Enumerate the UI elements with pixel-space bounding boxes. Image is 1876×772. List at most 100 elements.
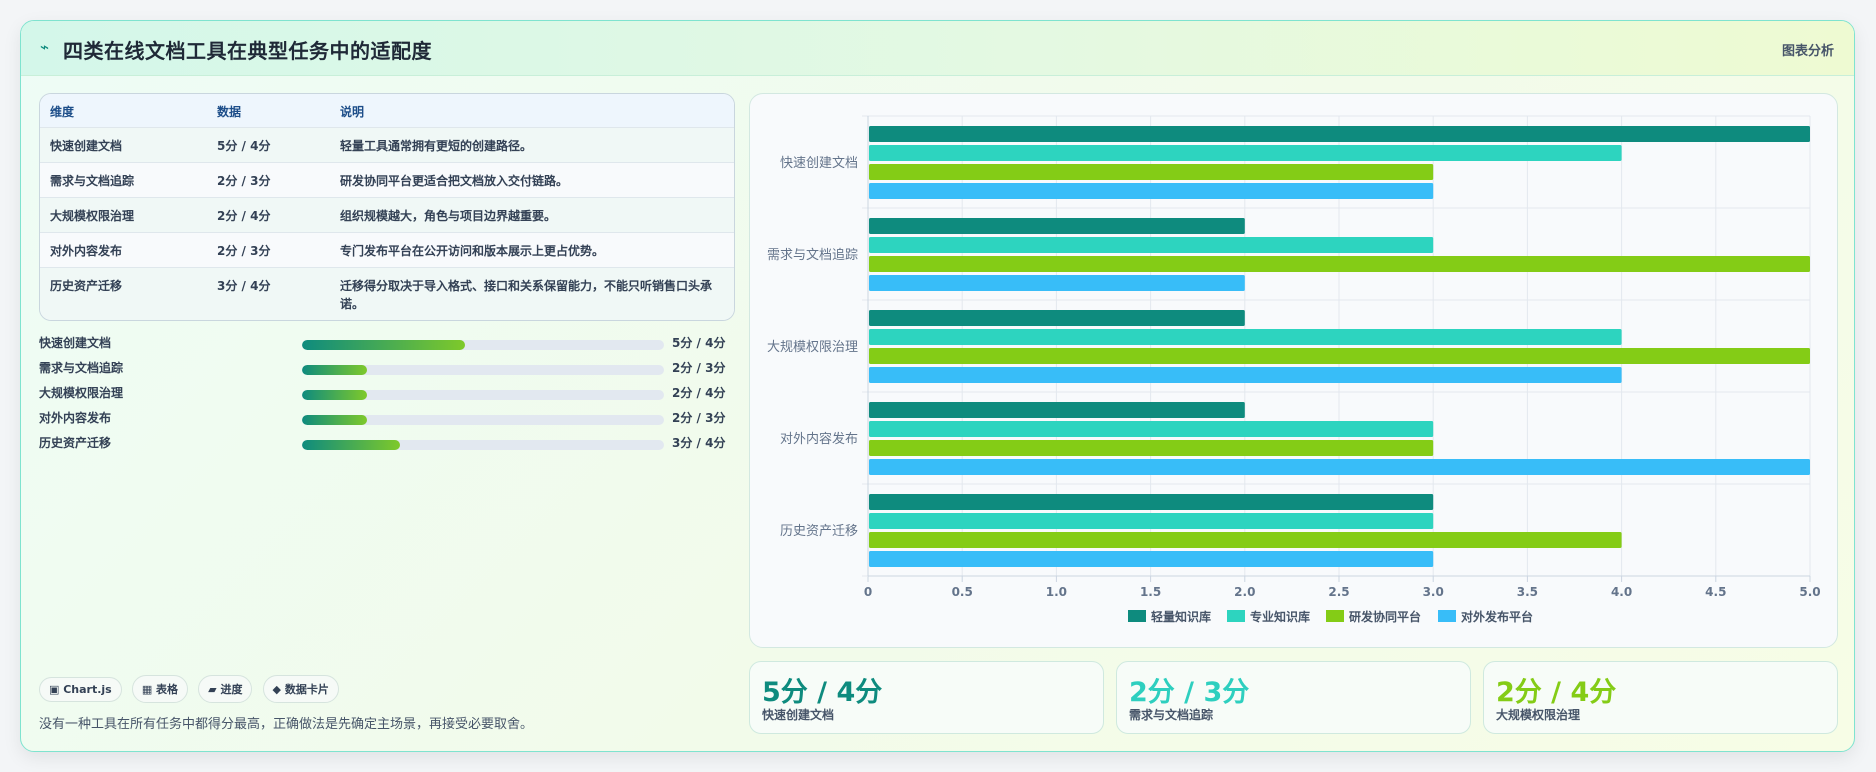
table-header-row: 维度 数据 说明 — [40, 94, 734, 128]
progress-value: 2分 / 4分 — [672, 386, 726, 400]
row-description: 研发协同平台更适合把文档放入交付链路。 — [340, 174, 569, 188]
x-tick-label: 1.5 — [1140, 585, 1161, 599]
row-dimension: 对外内容发布 — [50, 244, 123, 258]
bar — [869, 402, 1245, 418]
stat-label: 快速创建文档 — [762, 708, 835, 722]
x-tick-label: 3.0 — [1423, 585, 1444, 599]
progress-row: 需求与文档追踪 2分 / 3分 — [39, 357, 739, 377]
progress-row: 大规模权限治理 2分 / 4分 — [39, 382, 739, 402]
progress-label: 历史资产迁移 — [39, 436, 112, 450]
row-data: 3分 / 4分 — [217, 279, 271, 293]
row-description: 轻量工具通常拥有更短的创建路径。 — [340, 139, 533, 153]
progress-value: 2分 / 3分 — [672, 361, 726, 375]
chart-analysis-tag: 图表分析 — [1781, 44, 1834, 59]
y-category-label: 历史资产迁移 — [780, 524, 858, 539]
chip-progress[interactable]: ▰ 进度 — [198, 675, 253, 703]
progress-fill — [302, 340, 465, 350]
legend-label: 专业知识库 — [1250, 609, 1310, 624]
row-data: 5分 / 4分 — [217, 139, 271, 153]
bar — [869, 329, 1622, 345]
main-card: ⌁ 四类在线文档工具在典型任务中的适配度 图表分析 维度 数据 说明 快速创建文… — [20, 20, 1855, 752]
bar — [869, 421, 1434, 437]
y-category-label: 需求与文档追踪 — [767, 247, 858, 263]
row-data: 2分 / 3分 — [217, 174, 271, 188]
stat-value: 2分 / 3分 — [1129, 677, 1250, 708]
progress-track — [302, 365, 664, 375]
progress-row: 对外内容发布 2分 / 3分 — [39, 407, 739, 427]
x-tick-label: 2.0 — [1234, 585, 1255, 599]
x-tick-label: 0 — [864, 585, 872, 599]
row-description: 专门发布平台在公开访问和版本展示上更占优势。 — [340, 244, 605, 258]
bar — [869, 367, 1622, 383]
y-category-label: 大规模权限治理 — [767, 339, 858, 355]
bar — [869, 440, 1434, 456]
chip-data-card[interactable]: ◆ 数据卡片 — [262, 675, 339, 703]
row-data: 2分 / 4分 — [217, 209, 271, 223]
progress-fill — [302, 365, 368, 375]
stat-label: 需求与文档追踪 — [1129, 708, 1214, 722]
bar-chart: 0 0.5 1.0 1.5 2.0 2.5 3.0 3.5 4.0 4.5 5.0 快速创建文档需求与… — [767, 115, 1821, 624]
x-tick-label: 1.0 — [1046, 585, 1067, 599]
row-data: 2分 / 3分 — [217, 244, 271, 258]
legend-label: 对外发布平台 — [1461, 609, 1533, 624]
bar — [869, 551, 1434, 567]
row-dimension: 快速创建文档 — [50, 139, 123, 153]
x-tick-label: 0.5 — [952, 585, 973, 599]
bar — [869, 310, 1245, 326]
table-row: 需求与文档追踪 2分 / 3分 研发协同平台更适合把文档放入交付链路。 — [40, 163, 734, 198]
page-title: 四类在线文档工具在典型任务中的适配度 — [63, 39, 432, 63]
bar — [869, 256, 1810, 272]
bar-chart-panel: 0 0.5 1.0 1.5 2.0 2.5 3.0 3.5 4.0 4.5 5.0 快速创建文档需求与… — [749, 93, 1838, 648]
chip-table[interactable]: ▦ 表格 — [131, 675, 189, 703]
table-row: 快速创建文档 5分 / 4分 轻量工具通常拥有更短的创建路径。 — [40, 128, 734, 163]
pulse-icon: ⌁ — [40, 38, 50, 56]
x-tick-label: 3.5 — [1517, 585, 1538, 599]
feature-chips: ▣ Chart.js ▦ 表格 ▰ 进度 ◆ 数据卡片 — [39, 675, 344, 703]
x-tick-label: 5.0 — [1799, 585, 1820, 599]
stat-card: 5分 / 4分 快速创建文档 — [749, 661, 1104, 734]
progress-track — [302, 390, 664, 400]
column-header: 说明 — [340, 105, 365, 119]
progress-fill — [302, 415, 368, 425]
chip-chartjs[interactable]: ▣ Chart.js — [39, 677, 122, 702]
progress-label: 大规模权限治理 — [39, 386, 124, 400]
bar — [869, 459, 1810, 475]
progress-row: 快速创建文档 5分 / 4分 — [39, 332, 739, 352]
progress-track — [302, 340, 664, 350]
progress-label: 需求与文档追踪 — [39, 361, 124, 375]
bar — [869, 218, 1245, 234]
x-tick-label: 4.5 — [1705, 585, 1726, 599]
legend-swatch — [1128, 610, 1146, 622]
bar — [869, 126, 1810, 142]
table-row: 历史资产迁移 3分 / 4分 迁移得分取决于导入格式、接口和关系保留能力，不能只… — [40, 268, 734, 320]
bar — [869, 164, 1434, 180]
row-description: 组织规模越大，角色与项目边界越重要。 — [340, 209, 557, 223]
bar — [869, 494, 1434, 510]
stat-card: 2分 / 3分 需求与文档追踪 — [1116, 661, 1471, 734]
progress-row: 历史资产迁移 3分 / 4分 — [39, 432, 739, 452]
stat-card: 2分 / 4分 大规模权限治理 — [1483, 661, 1838, 734]
column-header: 维度 — [50, 105, 75, 119]
row-dimension: 需求与文档追踪 — [50, 174, 135, 188]
column-header: 数据 — [217, 105, 242, 119]
row-description: 迁移得分取决于导入格式、接口和关系保留能力，不能只听销售口头承诺。 — [340, 279, 713, 311]
bar — [869, 275, 1245, 291]
data-table: 维度 数据 说明 快速创建文档 5分 / 4分 轻量工具通常拥有更短的创建路径。… — [39, 93, 735, 321]
progress-fill — [302, 440, 400, 450]
x-tick-label: 2.5 — [1328, 585, 1349, 599]
x-tick-label: 4.0 — [1611, 585, 1632, 599]
header: ⌁ 四类在线文档工具在典型任务中的适配度 图表分析 — [21, 21, 1854, 76]
progress-value: 5分 / 4分 — [672, 336, 726, 350]
progress-track — [302, 440, 664, 450]
legend-label: 研发协同平台 — [1349, 609, 1421, 624]
bar — [869, 145, 1622, 161]
table-row: 对外内容发布 2分 / 3分 专门发布平台在公开访问和版本展示上更占优势。 — [40, 233, 734, 268]
legend-label: 轻量知识库 — [1151, 609, 1211, 624]
row-dimension: 历史资产迁移 — [50, 279, 123, 293]
progress-value: 2分 / 3分 — [672, 411, 726, 425]
bar — [869, 348, 1810, 364]
table-row: 大规模权限治理 2分 / 4分 组织规模越大，角色与项目边界越重要。 — [40, 198, 734, 233]
footer-note: 没有一种工具在所有任务中都得分最高，正确做法是先确定主场景，再接受必要取舍。 — [39, 717, 534, 732]
progress-label: 对外内容发布 — [39, 411, 112, 425]
y-category-label: 快速创建文档 — [780, 156, 858, 171]
